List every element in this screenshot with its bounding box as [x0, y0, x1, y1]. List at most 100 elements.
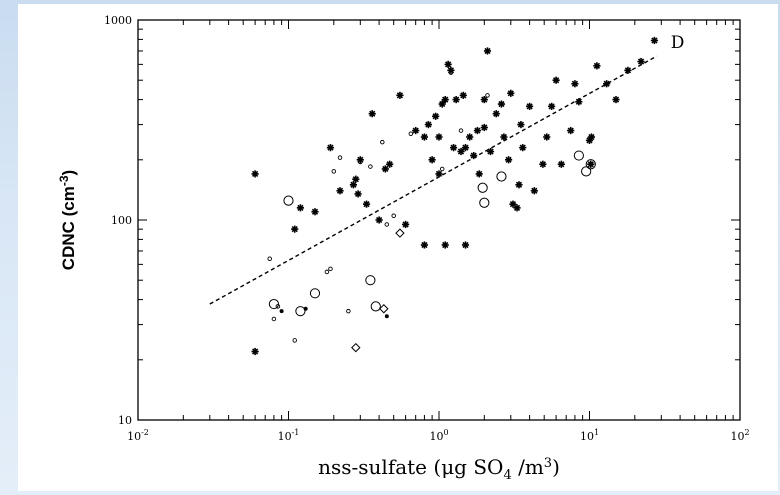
data-point-asterisk — [624, 66, 632, 74]
data-point-large-circle — [585, 159, 596, 170]
data-point-asterisk — [441, 95, 449, 104]
data-point-asterisk — [486, 147, 495, 156]
data-point-asterisk — [435, 133, 443, 141]
fit-line-d — [209, 55, 658, 305]
data-point-asterisk — [452, 95, 460, 104]
data-point-small-circle — [275, 304, 281, 309]
data-point-asterisk — [507, 89, 515, 97]
data-point-small-circle — [458, 128, 464, 133]
data-point-large-circle — [309, 288, 321, 299]
data-point-asterisk — [368, 110, 376, 118]
y-tick-label: 100 — [111, 214, 132, 227]
data-point-asterisk — [637, 57, 645, 66]
data-point-asterisk — [650, 36, 659, 45]
data-point-small-circle — [292, 338, 297, 343]
data-point-asterisk — [386, 160, 394, 168]
data-point-asterisk — [412, 126, 420, 135]
data-point-asterisk — [515, 181, 523, 189]
data-point-asterisk — [530, 187, 538, 195]
data-point-asterisk — [251, 170, 259, 178]
data-point-asterisk — [557, 160, 565, 168]
data-point-large-circle — [295, 306, 306, 317]
data-point-asterisk — [352, 175, 360, 183]
data-point-asterisk — [504, 156, 513, 164]
data-point-asterisk — [444, 60, 452, 68]
x-tick-label: 101 — [580, 428, 599, 443]
x-tick-label: 10-1 — [278, 428, 300, 443]
data-point-diamond — [395, 228, 405, 238]
data-point-small-circle — [331, 169, 337, 174]
data-point-small-circle — [380, 139, 385, 145]
data-point-asterisk — [612, 95, 620, 104]
data-point-large-circle — [370, 301, 381, 312]
data-point-asterisk — [539, 160, 547, 168]
data-point-large-circle — [283, 195, 294, 206]
data-point-asterisk — [513, 204, 521, 212]
data-point-small-circle — [337, 155, 343, 160]
data-point-asterisk — [447, 66, 455, 74]
data-point-asterisk — [375, 216, 383, 224]
data-point-asterisk — [517, 120, 525, 129]
data-point-asterisk — [497, 100, 506, 108]
data-point-asterisk — [354, 190, 362, 198]
data-point-asterisk — [381, 165, 389, 173]
data-point-asterisk — [483, 47, 492, 55]
data-point-small-circle — [358, 159, 363, 165]
data-point-asterisk — [461, 241, 470, 249]
data-point-small-circle — [328, 266, 333, 272]
data-point-asterisk — [349, 181, 358, 189]
x-axis-title: nss-sulfate (μg SO4 /m3) — [318, 455, 560, 483]
data-point-asterisk — [575, 98, 583, 106]
data-point-asterisk — [461, 144, 470, 152]
data-point-asterisk — [459, 91, 467, 99]
data-point-asterisk — [500, 133, 508, 141]
data-point-large-circle — [479, 197, 490, 208]
data-point-asterisk — [492, 110, 500, 118]
data-point-small-circle — [368, 164, 373, 169]
data-point-asterisk — [548, 102, 556, 110]
data-point-asterisk — [402, 220, 410, 229]
data-point-diamond — [379, 304, 389, 314]
data-point-asterisk — [449, 144, 458, 152]
data-point-large-circle — [496, 171, 507, 182]
data-point-small-circle — [391, 213, 396, 219]
data-point-asterisk — [470, 151, 478, 160]
data-point-asterisk — [593, 62, 601, 70]
data-point-small-circle — [267, 256, 272, 262]
data-point-asterisk — [587, 160, 595, 168]
data-point-asterisk — [480, 95, 488, 104]
data-point-asterisk — [526, 102, 534, 110]
data-point-small-circle — [439, 166, 445, 172]
data-point-asterisk — [435, 170, 443, 178]
data-point-asterisk — [571, 80, 579, 88]
data-point-asterisk — [326, 144, 335, 152]
data-point-asterisk — [424, 120, 432, 129]
data-point-asterisk — [420, 133, 429, 141]
data-point-asterisk — [587, 133, 596, 141]
data-point-asterisk — [543, 133, 551, 141]
data-point-asterisk — [296, 204, 305, 212]
data-point-asterisk — [552, 76, 560, 84]
data-point-asterisk — [362, 200, 371, 208]
data-point-asterisk — [480, 123, 488, 132]
data-point-asterisk — [441, 241, 449, 249]
data-point-asterisk — [420, 241, 429, 249]
data-point-asterisk — [336, 187, 344, 195]
data-point-small-circle — [485, 93, 490, 98]
data-point-small-circle — [324, 269, 330, 275]
data-point-asterisk — [311, 208, 319, 216]
data-point-asterisk — [473, 126, 482, 135]
data-point-asterisk — [291, 225, 299, 233]
data-point-small-circle — [408, 131, 414, 136]
fit-line-label: D — [671, 33, 685, 53]
y-tick-label: 10 — [118, 414, 132, 427]
data-point-large-circle — [573, 150, 584, 161]
data-point-asterisk — [432, 112, 440, 120]
data-point-dot — [303, 306, 308, 311]
data-point-diamond — [351, 342, 361, 353]
x-tick-label: 102 — [730, 428, 749, 443]
data-point-large-circle — [268, 298, 280, 310]
chart-panel: 10-2 10-1 100 101 102 10 100 1000 CDNC (cm-3) nss… — [18, 4, 778, 491]
data-point-asterisk — [603, 80, 611, 88]
